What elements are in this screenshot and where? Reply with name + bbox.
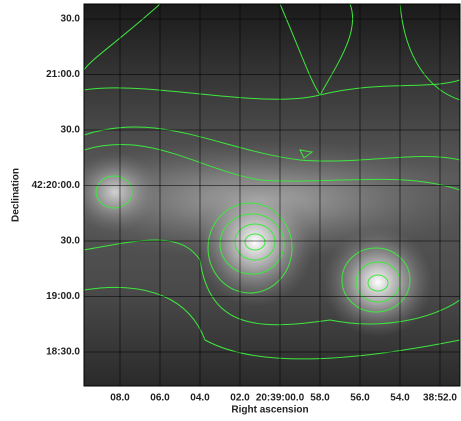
x-tick-label: 20:39:00.0 — [256, 393, 305, 404]
y-tick-label: 30.0 — [61, 125, 81, 136]
x-tick-label: 06.0 — [150, 393, 170, 404]
y-tick-label: 19:00.0 — [46, 291, 80, 302]
x-axis-label: Right ascension — [231, 405, 308, 416]
x-tick-label: 04.0 — [190, 393, 210, 404]
y-tick-label: 30.0 — [61, 236, 81, 247]
x-tick-label: 54.0 — [390, 393, 410, 404]
x-tick-label: 08.0 — [110, 393, 130, 404]
y-axis-label: Declination — [11, 168, 22, 222]
y-tick-label: 21:00.0 — [46, 69, 80, 80]
x-tick-label: 58.0 — [310, 393, 330, 404]
sky-image — [40, 4, 461, 386]
x-tick-label: 02.0 — [230, 393, 250, 404]
x-tick-label: 38:52.0 — [423, 393, 457, 404]
x-tick-label: 56.0 — [350, 393, 370, 404]
y-tick-label: 18:30.0 — [46, 347, 80, 358]
chart: Declination Right ascension 08.0 06.0 04.0… — [0, 0, 461, 421]
y-tick-label: 42:20:00.0 — [32, 180, 81, 191]
y-tick-label: 30.0 — [61, 14, 81, 25]
